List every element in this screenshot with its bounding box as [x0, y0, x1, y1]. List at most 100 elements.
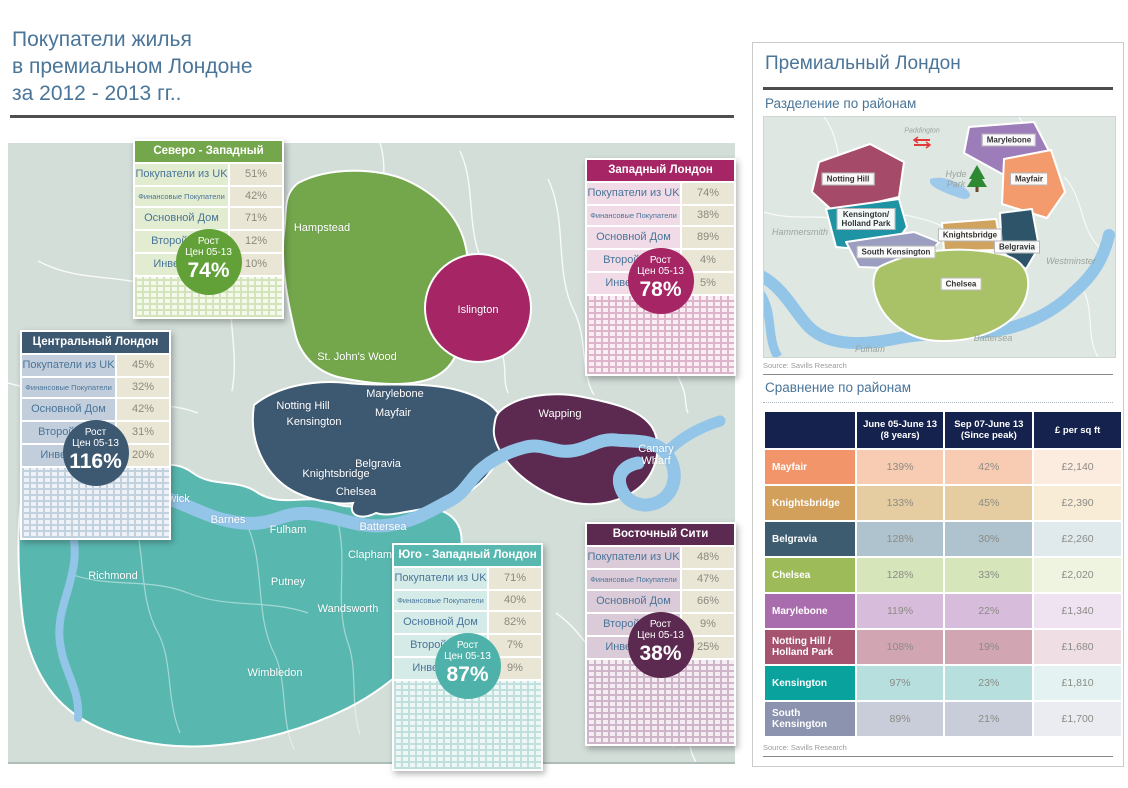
- region-title: Северо - Западный Лондон: [135, 141, 282, 178]
- map-label-islington: Islington: [457, 304, 499, 316]
- stat-row: Основной Дом 66%: [587, 589, 734, 612]
- price-growth-badge: Рост Цен 05-13 87%: [434, 633, 501, 699]
- header-blank: [765, 412, 855, 448]
- stat-row: Финансовые Покупатели 47%: [587, 568, 734, 589]
- stat-row: Финансовые Покупатели 38%: [587, 204, 734, 225]
- table-row-mayfair: Mayfair 139% 42% £2,140: [765, 450, 1121, 484]
- map-label-marylebone: Marylebone: [366, 388, 424, 400]
- map-label-putney: Putney: [270, 576, 306, 588]
- table-source-note: Source: Savills Research: [763, 743, 1113, 757]
- stat-row: Покупатели из UK 45%: [22, 353, 169, 376]
- dotted-divider: [763, 402, 1113, 403]
- region-title: Центральный Лондон: [22, 332, 169, 353]
- map-label-wapping: Wapping: [538, 408, 582, 420]
- table-row-belgravia: Belgravia 128% 30% £2,260: [765, 522, 1121, 556]
- header-since-peak: Sep 07-June 13 (Since peak): [945, 412, 1033, 448]
- table-row-kensington: Kensington 97% 23% £1,810: [765, 666, 1121, 700]
- map-section-title: Разделение по районам: [765, 96, 917, 111]
- region-islington: [424, 253, 532, 363]
- table-header-row: June 05-June 13 (8 years) Sep 07-June 13(…: [765, 412, 1121, 448]
- stat-row: Финансовые Покупатели 40%: [394, 589, 541, 610]
- region-title: Восточный Сити: [587, 524, 734, 545]
- map-label-fulham: Fulham: [269, 524, 307, 536]
- table-row-south-kensington: South Kensington 89% 21% £1,700: [765, 702, 1121, 736]
- page-title-line3: за 2012 - 2013 гг..: [12, 82, 182, 105]
- map-label-canary-wharf: Canary Wharf: [638, 443, 674, 467]
- region-title: Юго - Западный Лондон: [394, 545, 541, 566]
- map-label-clapham: Clapham: [347, 549, 393, 561]
- map-label-battersea: Battersea: [359, 521, 407, 533]
- stats-box-east-city: Восточный Сити Покупатели из UK 48% Финан…: [585, 522, 736, 746]
- map-label-hampstead: Hampstead: [293, 222, 351, 234]
- rail-icon: [912, 136, 932, 149]
- map-label-wandsworth: Wandsworth: [317, 603, 379, 615]
- bg-label-fulham: Fulham: [854, 344, 886, 354]
- district-chip-notting-hill: Notting Hill: [821, 172, 875, 186]
- stat-row: Основной Дом 71%: [135, 206, 282, 229]
- price-growth-badge: Рост Цен 05-13 78%: [627, 248, 694, 314]
- page-title: Покупатели жилья в премиальном Лондоне з…: [12, 26, 253, 107]
- map-label-belgravia: Belgravia: [355, 458, 401, 470]
- map-source-note: Source: Savills Research: [763, 361, 1113, 375]
- district-chip-marylebone: Marylebone: [981, 133, 1037, 147]
- title-divider: [10, 115, 734, 118]
- bg-label-westminster: Westminster: [1046, 256, 1096, 266]
- district-comparison-table: June 05-June 13 (8 years) Sep 07-June 13(…: [763, 410, 1123, 738]
- header-growth-8yr: June 05-June 13 (8 years): [856, 412, 944, 448]
- page-title-line1: Покупатели жилья: [12, 28, 192, 51]
- district-chip-chelsea: Chelsea: [940, 277, 982, 291]
- premium-london-panel: Премиальный Лондон Разделение по районам: [752, 42, 1124, 767]
- table-section-title: Сравнение по районам: [765, 380, 912, 395]
- region-title: Западный Лондон: [587, 160, 734, 181]
- map-label-st-johns-wood: St. John's Wood: [317, 351, 397, 363]
- header-per-sq-ft: £ per sq ft: [1034, 412, 1121, 448]
- page-title-line2: в премиальном Лондоне: [12, 55, 253, 78]
- stat-row: Основной Дом 42%: [22, 397, 169, 420]
- tree-icon: [967, 165, 987, 192]
- bg-label-hammersmith: Hammersmith: [771, 227, 829, 237]
- bg-label-paddington: Paddington: [904, 127, 940, 135]
- district-chip-knightsbridge: Knightsbridge: [937, 228, 1003, 242]
- stat-row: Покупатели из UK 48%: [587, 545, 734, 568]
- serpentine-lake: [930, 177, 971, 199]
- stats-box-west-london: Западный Лондон Покупатели из UK 74% Фина…: [585, 158, 736, 376]
- region-north-west-london: [281, 169, 470, 385]
- bg-label-battersea: Battersea: [973, 333, 1013, 343]
- price-growth-badge: Рост Цен 05-13 116%: [62, 420, 129, 486]
- table-row-notting-hill-holland-park: Notting Hill / Holland Park 108% 19% £1,…: [765, 630, 1121, 664]
- premium-london-district-map: Marylebone Mayfair Notting Hill Kensingt…: [763, 116, 1116, 358]
- stat-row: Основной Дом 89%: [587, 225, 734, 248]
- map-label-barnes: Barnes: [210, 514, 246, 526]
- shape-chelsea: [872, 248, 1030, 343]
- map-label-notting-hill: Notting Hill: [276, 400, 330, 412]
- price-growth-badge: Рост Цен 05-13 74%: [175, 229, 242, 295]
- stat-row: Основной Дом 82%: [394, 610, 541, 633]
- district-chip-belgravia: Belgravia: [993, 240, 1041, 254]
- table-row-marylebone: Marylebone 119% 22% £1,340: [765, 594, 1121, 628]
- map-label-mayfair: Mayfair: [374, 407, 412, 419]
- building-illustration: [394, 679, 541, 769]
- stat-row: Финансовые Покупатели 32%: [22, 376, 169, 397]
- stat-row: Покупатели из UK 74%: [587, 181, 734, 204]
- stats-box-north-west-london: Северо - Западный Лондон Покупатели из U…: [133, 139, 284, 319]
- stat-row: Финансовые Покупатели 42%: [135, 185, 282, 206]
- panel-title: Премиальный Лондон: [765, 53, 961, 74]
- stat-row: Покупатели из UK 71%: [394, 566, 541, 589]
- district-chip-mayfair: Mayfair: [1009, 172, 1049, 186]
- table-row-chelsea: Chelsea 128% 33% £2,020: [765, 558, 1121, 592]
- stats-box-south-west-london: Юго - Западный Лондон Покупатели из UK 71…: [392, 543, 543, 771]
- map-label-chelsea: Chelsea: [335, 486, 377, 498]
- price-growth-badge: Рост Цен 05-13 38%: [627, 612, 694, 678]
- table-row-knightsbridge: Knightsbridge 133% 45% £2,390: [765, 486, 1121, 520]
- map-label-knightsbridge: Knightsbridge: [302, 468, 370, 480]
- map-label-kensington: Kensington: [286, 416, 342, 428]
- district-chip-south-kensington: South Kensington: [856, 245, 936, 259]
- map-label-wimbledon: Wimbledon: [247, 667, 303, 679]
- map-label-richmond: Richmond: [88, 570, 138, 582]
- district-chip-kensington-holland-park: Kensington/Holland Park: [836, 208, 896, 230]
- panel-title-divider: [763, 87, 1113, 90]
- stats-box-central-london: Центральный Лондон Покупатели из UK 45% Ф…: [20, 330, 171, 540]
- boundaries-in-teal: [67, 502, 361, 750]
- stat-row: Покупатели из UK 51%: [135, 162, 282, 185]
